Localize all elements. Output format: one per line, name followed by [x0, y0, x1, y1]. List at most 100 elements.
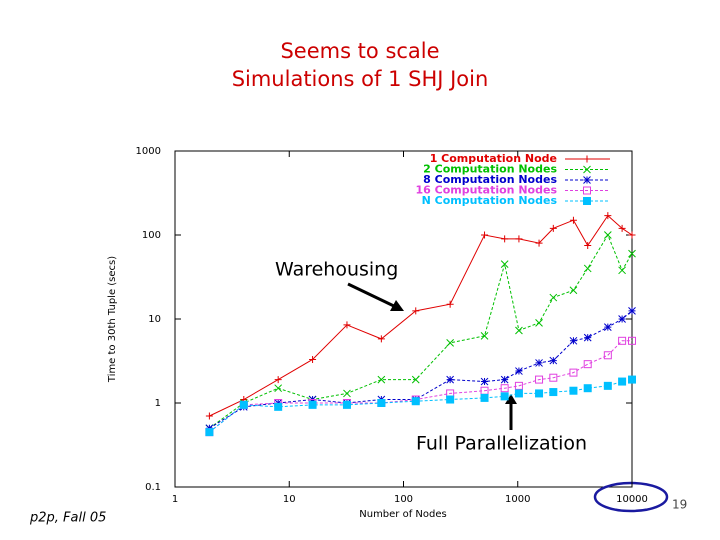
point [618, 315, 626, 323]
point [535, 359, 543, 367]
chart-subtitle: Simulations of 1 SHJ Join [232, 67, 489, 91]
point [515, 367, 523, 375]
series-line [209, 233, 633, 429]
point [604, 212, 612, 220]
point [515, 235, 523, 243]
point [618, 224, 626, 232]
point [446, 300, 454, 308]
point [569, 216, 577, 224]
point [205, 412, 213, 420]
point [603, 351, 612, 360]
point [569, 336, 578, 345]
point [500, 384, 509, 393]
point [514, 389, 523, 398]
point [549, 373, 558, 382]
point [583, 264, 592, 273]
x-tick-label: 10000 [616, 494, 648, 505]
x-tick-label: 1 [172, 494, 178, 505]
point [514, 381, 523, 390]
point [618, 377, 627, 386]
legend-label: 2 Computation Nodes [423, 163, 557, 176]
point [481, 231, 489, 239]
point [549, 356, 558, 365]
arrow-head [390, 300, 404, 311]
point [628, 307, 636, 315]
x-tick-label: 100 [394, 494, 413, 505]
point [584, 241, 592, 249]
point [569, 386, 578, 395]
y-axis-label: Time to 30th Tuple (secs) [107, 256, 118, 383]
point [500, 375, 509, 384]
series-line [209, 310, 633, 429]
point [239, 400, 248, 409]
legend-marker [583, 155, 591, 163]
point [480, 393, 489, 402]
legend-marker [583, 197, 591, 205]
point [411, 397, 420, 406]
point [377, 335, 385, 343]
point [583, 384, 592, 393]
y-tick-label: 100 [142, 230, 161, 241]
arrow [347, 282, 399, 310]
point [500, 392, 509, 401]
point [628, 231, 636, 239]
point [569, 368, 578, 377]
point [274, 376, 282, 384]
point [377, 375, 386, 384]
arrow-head [505, 394, 517, 404]
point [446, 339, 454, 347]
legend-marker [583, 165, 591, 174]
point [309, 355, 317, 363]
point [603, 381, 612, 390]
point [535, 389, 544, 398]
point [535, 239, 543, 247]
point [618, 336, 627, 345]
page-number: 19 [672, 498, 687, 512]
y-tick-label: 1 [155, 398, 161, 409]
point [603, 231, 612, 239]
legend-marker [583, 176, 591, 184]
x-tick-label: 10 [283, 494, 296, 505]
point [411, 375, 420, 384]
point [343, 321, 351, 329]
point [501, 235, 509, 243]
point [628, 375, 636, 384]
point [628, 249, 636, 258]
point [549, 293, 558, 302]
y-tick-label: 1000 [136, 146, 161, 157]
chart-background [112, 138, 666, 530]
point [569, 286, 578, 295]
annotation: Warehousing [275, 259, 398, 281]
legend-label: 1 Computation Node [430, 152, 557, 165]
point [342, 400, 351, 409]
point [549, 388, 558, 397]
point [274, 402, 283, 411]
point [343, 389, 351, 398]
legend-label: N Computation Nodes [422, 194, 558, 207]
point [480, 332, 489, 340]
point [480, 377, 489, 386]
point [535, 375, 544, 384]
point [377, 399, 386, 407]
highlight-ellipse [593, 481, 669, 513]
x-axis-label: Number of Nodes [359, 509, 446, 520]
legend-marker [583, 186, 591, 195]
chart-title: Seems to scale [280, 39, 439, 63]
point [583, 333, 592, 342]
legend-label: 16 Computation Nodes [415, 184, 557, 197]
point [583, 360, 592, 369]
point [515, 326, 523, 335]
y-tick-label: 0.1 [145, 482, 161, 493]
point [603, 323, 612, 331]
point [274, 384, 283, 393]
series-line [209, 214, 633, 417]
footer-left: p2p, Fall 05 [29, 511, 106, 526]
point [618, 266, 626, 275]
point [500, 260, 509, 268]
point [535, 318, 543, 327]
point [549, 224, 557, 232]
point [412, 307, 420, 315]
legend-label: 8 Computation Nodes [423, 173, 557, 186]
